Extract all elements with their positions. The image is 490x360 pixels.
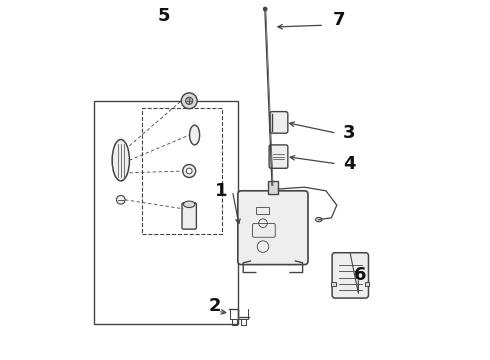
Ellipse shape	[183, 201, 195, 207]
FancyBboxPatch shape	[270, 112, 288, 133]
Ellipse shape	[316, 217, 322, 222]
Bar	[256, 207, 270, 214]
Bar	[365, 282, 369, 286]
Ellipse shape	[112, 139, 129, 181]
Circle shape	[186, 97, 193, 104]
FancyBboxPatch shape	[332, 253, 368, 298]
Text: 1: 1	[215, 182, 228, 200]
Bar	[268, 181, 278, 194]
Text: 2: 2	[208, 297, 220, 315]
Text: 7: 7	[332, 11, 345, 29]
Circle shape	[183, 165, 196, 177]
Circle shape	[263, 7, 267, 11]
FancyBboxPatch shape	[182, 203, 196, 229]
Text: 3: 3	[343, 124, 356, 142]
Circle shape	[186, 168, 192, 174]
Text: 4: 4	[343, 155, 356, 173]
Circle shape	[117, 195, 125, 204]
Circle shape	[181, 93, 197, 109]
Text: 6: 6	[354, 266, 367, 284]
FancyBboxPatch shape	[269, 145, 288, 168]
Bar	[331, 282, 336, 286]
Text: 5: 5	[158, 7, 170, 25]
FancyBboxPatch shape	[238, 191, 308, 265]
Bar	[143, 108, 221, 234]
Bar	[94, 101, 238, 324]
Ellipse shape	[190, 125, 199, 145]
